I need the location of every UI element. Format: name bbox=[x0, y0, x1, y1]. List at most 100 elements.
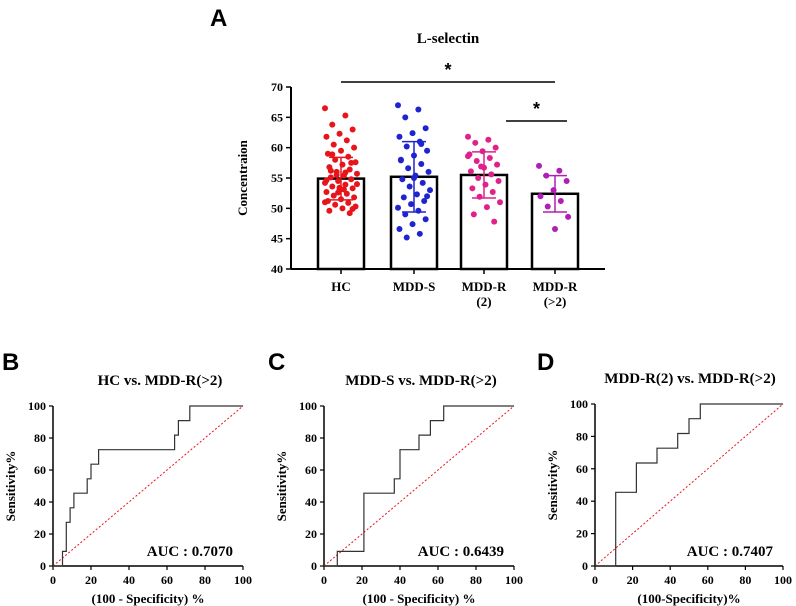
chart-a-point bbox=[403, 234, 410, 241]
chart-a-point bbox=[415, 106, 422, 113]
chart-a-point bbox=[424, 147, 431, 154]
chart-a-point bbox=[470, 211, 477, 218]
chart-a-point bbox=[395, 102, 401, 109]
chart-a-y-tick-label: 70 bbox=[271, 80, 283, 94]
chart-a-point bbox=[323, 133, 330, 140]
chart-a-point bbox=[422, 216, 429, 223]
chart-a-point bbox=[552, 225, 558, 232]
chart-a-point bbox=[349, 185, 356, 192]
chart-a-point bbox=[323, 188, 330, 195]
chart-a-point bbox=[332, 156, 339, 163]
chart-a-point bbox=[345, 199, 352, 206]
chart-a-point bbox=[495, 178, 502, 185]
chart-a-point bbox=[333, 171, 340, 178]
chart-b-y-label: Sensitivity% bbox=[3, 451, 18, 522]
chart-a-point bbox=[537, 193, 544, 200]
chart-a-point bbox=[489, 188, 496, 195]
chart-a-point bbox=[469, 185, 476, 192]
chart-d-y-tick-label: 40 bbox=[576, 494, 588, 508]
chart-d-x-tick-label: 80 bbox=[739, 573, 751, 587]
chart-b-x-tick-label: 60 bbox=[161, 573, 173, 587]
chart-b-x-tick-label: 40 bbox=[123, 573, 135, 587]
chart-a-point bbox=[409, 221, 416, 228]
chart-a-point bbox=[354, 170, 360, 177]
panel-label-b: B bbox=[2, 349, 19, 376]
chart-a-point bbox=[329, 121, 336, 128]
chart-a-point bbox=[336, 130, 343, 137]
chart-d-y-tick-label: 100 bbox=[570, 397, 588, 411]
chart-a-point bbox=[351, 144, 358, 151]
chart-a-y-label: Concentraion bbox=[235, 139, 250, 216]
chart-a-point bbox=[343, 137, 350, 144]
chart-a-point bbox=[335, 178, 342, 185]
chart-a-point bbox=[329, 151, 336, 158]
chart-d-x-label: (100-Specificity)% bbox=[637, 591, 740, 606]
chart-c-x-tick-label: 60 bbox=[432, 573, 444, 587]
chart-d-y-tick-label: 20 bbox=[576, 527, 588, 541]
chart-a-y-tick-label: 45 bbox=[271, 232, 283, 246]
panel-label-c: C bbox=[268, 349, 285, 376]
chart-a-point bbox=[349, 126, 356, 133]
chart-a-point bbox=[492, 144, 499, 151]
chart-a-point bbox=[338, 147, 344, 154]
chart-a-significance-star: * bbox=[444, 60, 451, 80]
chart-a-point bbox=[424, 193, 431, 200]
chart-a-point bbox=[402, 114, 409, 121]
chart-a-point bbox=[402, 211, 409, 218]
chart-d-x-tick-label: 20 bbox=[627, 573, 639, 587]
chart-a-category-label: HC bbox=[331, 279, 351, 294]
panel-label-d: D bbox=[537, 349, 554, 376]
chart-a-point bbox=[494, 161, 501, 168]
chart-a-point bbox=[354, 181, 360, 188]
chart-a-point bbox=[413, 191, 420, 198]
chart-a-point bbox=[465, 133, 471, 140]
chart-a-point bbox=[418, 161, 425, 168]
chart-b-y-tick-label: 100 bbox=[28, 399, 46, 413]
chart-a-y-tick-label: 50 bbox=[271, 201, 283, 215]
chart-a-point bbox=[415, 207, 422, 214]
chart-a-category-label: MDD-S bbox=[393, 279, 436, 294]
chart-a-point bbox=[483, 204, 490, 211]
chart-c-x-tick-label: 80 bbox=[470, 573, 482, 587]
chart-c-y-tick-label: 80 bbox=[305, 431, 317, 445]
chart-a-point bbox=[395, 204, 401, 211]
chart-a-point bbox=[342, 181, 349, 188]
chart-a-point bbox=[476, 193, 483, 200]
chart-a-point bbox=[467, 168, 474, 175]
chart-a-point bbox=[478, 163, 485, 170]
chart-c-y-label: Sensitivity% bbox=[274, 451, 289, 522]
chart-a-point bbox=[422, 125, 429, 132]
chart-a-point bbox=[327, 174, 334, 181]
chart-d-x-tick-label: 40 bbox=[664, 573, 676, 587]
chart-b-x-tick-label: 20 bbox=[85, 573, 97, 587]
chart-a-category-label: MDD-R bbox=[462, 279, 507, 294]
chart-a-point bbox=[405, 165, 412, 172]
chart-a-point bbox=[556, 167, 563, 174]
chart-d-y-tick-label: 60 bbox=[576, 462, 588, 476]
chart-a-y-tick-label: 40 bbox=[271, 262, 283, 276]
chart-a-point bbox=[408, 201, 415, 208]
chart-a-y-tick-label: 55 bbox=[271, 171, 283, 185]
chart-a-point bbox=[396, 225, 403, 232]
chart-a-point bbox=[323, 177, 330, 184]
chart-b-roc-curve bbox=[53, 405, 243, 567]
chart-a-point bbox=[326, 207, 333, 214]
chart-a-point bbox=[425, 168, 432, 175]
chart-a-point bbox=[416, 230, 423, 237]
chart-a-point bbox=[339, 205, 346, 212]
chart-a-point bbox=[563, 178, 570, 185]
chart-a-point bbox=[486, 154, 493, 161]
chart-a-point bbox=[397, 157, 404, 164]
chart-a-point bbox=[327, 167, 334, 174]
chart-b-reference-line bbox=[52, 405, 244, 567]
chart-d-reference-line bbox=[594, 403, 784, 567]
chart-a-point bbox=[330, 192, 337, 199]
chart-a-point bbox=[491, 218, 498, 225]
chart-a-point bbox=[349, 205, 356, 212]
chart-b-auc-label: AUC : 0.7070 bbox=[147, 544, 233, 560]
chart-a-point bbox=[485, 136, 492, 143]
chart-d-x-tick-label: 100 bbox=[774, 573, 792, 587]
chart-a-point bbox=[557, 198, 564, 205]
chart-b-y-tick-label: 0 bbox=[40, 559, 46, 573]
chart-a-point bbox=[322, 199, 328, 206]
